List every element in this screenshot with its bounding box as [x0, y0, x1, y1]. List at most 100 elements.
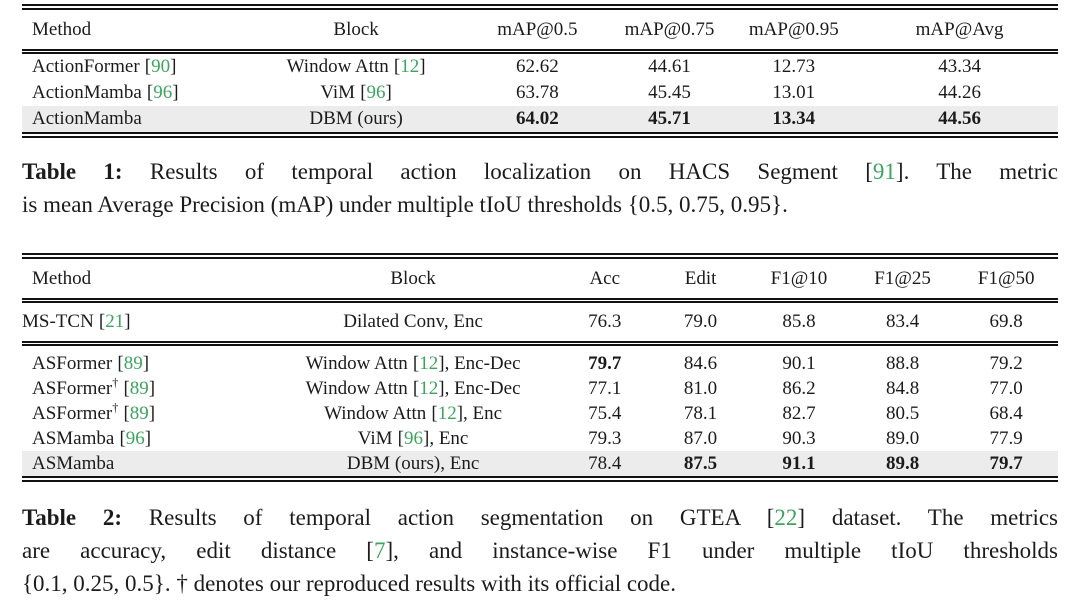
table-row: ASFormer89 Window Attn12, Enc-Dec 79.7 8…: [22, 344, 1058, 377]
header-cell-f1-10: F1@10: [747, 253, 851, 303]
header-cell-mapavg: mAP@Avg: [861, 4, 1058, 54]
value-cell: 77.0: [989, 378, 1023, 399]
block-suffix: , Enc: [463, 403, 503, 424]
method-cell: ASMamba96: [22, 426, 271, 451]
block-cell: ViM96, Enc: [271, 426, 556, 451]
header-cell-edit: Edit: [653, 253, 748, 303]
block-name: DBM (ours): [309, 108, 403, 129]
value-cell: 77.9: [989, 428, 1023, 449]
citation-link[interactable]: 96: [360, 82, 392, 103]
block-cell: Window Attn12, Enc: [271, 401, 556, 426]
value-cell: 86.2: [782, 378, 816, 399]
method-cell: ASFormer89: [22, 344, 271, 377]
value-cell: 89.0: [885, 428, 920, 449]
table-row-highlighted: ASMamba DBM (ours), Enc 78.4 87.5 91.1 8…: [22, 451, 1058, 482]
caption-text: . The metric: [903, 159, 1058, 184]
method-name: MS-TCN: [22, 311, 94, 332]
citation-link[interactable]: 89: [117, 353, 149, 374]
caption-text: Results of temporal action segmentation …: [122, 505, 767, 530]
value-cell: 91.1: [747, 451, 851, 482]
table-row: ASFormer† 89 Window Attn12, Enc 75.4 78.1…: [22, 401, 1058, 426]
block-cell: DBM (ours): [249, 106, 463, 138]
citation-link[interactable]: 7: [366, 538, 393, 563]
value-cell: 87.0: [683, 428, 718, 449]
caption-line: are accuracy, edit distance 7, and insta…: [22, 534, 1058, 567]
dagger-mark: †: [112, 376, 119, 390]
citation-link[interactable]: 22: [767, 505, 805, 530]
value-cell: 13.34: [726, 106, 862, 138]
value-cell: 79.0: [653, 300, 748, 346]
caption-text: are accuracy, edit distance: [22, 538, 367, 563]
dagger-mark: †: [112, 401, 119, 415]
value-cell: 82.7: [782, 403, 816, 424]
table2-caption: Table 2: Results of temporal action segm…: [22, 501, 1058, 600]
value-cell: 87.5: [653, 451, 748, 482]
citation-link[interactable]: 12: [413, 353, 445, 374]
citation-link[interactable]: 90: [145, 56, 177, 77]
table-row: ActionMamba96 ViM96 63.78 45.45 13.01 44…: [22, 80, 1058, 106]
block-cell: DBM (ours), Enc: [270, 451, 556, 482]
method-cell: ActionMamba96: [22, 80, 250, 106]
value-cell: 44.61: [648, 56, 691, 77]
method-name: ActionFormer: [32, 56, 140, 77]
value-cell: 79.3: [588, 428, 622, 449]
method-name: ActionMamba: [32, 108, 142, 129]
method-cell: ASFormer† 89: [22, 401, 271, 426]
method-name: ASFormer: [32, 403, 113, 424]
block-cell: Window Attn12, Enc-Dec: [271, 376, 556, 401]
citation-link[interactable]: 91: [865, 159, 903, 184]
value-cell: 68.4: [989, 403, 1023, 424]
value-cell: 83.4: [850, 300, 955, 346]
block-suffix: , Enc-Dec: [444, 378, 521, 399]
citation-link[interactable]: 89: [123, 403, 155, 424]
citation-link[interactable]: 96: [398, 428, 430, 449]
block-suffix: , Enc-Dec: [444, 353, 521, 374]
value-cell: 62.62: [516, 56, 559, 77]
value-cell: 79.7: [954, 451, 1058, 482]
header-cell-block: Block: [270, 253, 556, 303]
value-cell: 79.2: [989, 353, 1023, 374]
value-cell: 77.1: [588, 378, 622, 399]
caption-text: dataset. The metrics: [805, 505, 1058, 530]
block-name: Window Attn: [305, 353, 408, 374]
block-suffix: , Enc: [429, 428, 469, 449]
citation-link[interactable]: 89: [123, 378, 155, 399]
citation-link[interactable]: 12: [394, 56, 426, 77]
caption-line: Table 2: Results of temporal action segm…: [22, 501, 1058, 534]
header-cell-acc: Acc: [555, 253, 654, 303]
header-cell-f1-50: F1@50: [954, 253, 1058, 303]
value-cell: 79.7: [588, 353, 622, 374]
value-cell: 45.71: [612, 106, 727, 138]
value-cell: 85.8: [747, 300, 851, 346]
caption-text: , and instance-wise F1 under multiple tI…: [393, 538, 1058, 563]
method-name: ASFormer: [32, 378, 113, 399]
citation-link[interactable]: 12: [413, 378, 445, 399]
block-cell: Window Attn12: [250, 52, 462, 81]
header-cell-block: Block: [249, 4, 463, 54]
value-cell: 88.8: [885, 353, 920, 374]
method-name: ActionMamba: [32, 82, 142, 103]
citation-link[interactable]: 21: [99, 311, 131, 332]
citation-link[interactable]: 96: [147, 82, 179, 103]
header-cell-f1-25: F1@25: [850, 253, 955, 303]
caption-line: {0.1, 0.25, 0.5}. † denotes our reproduc…: [22, 567, 1058, 600]
method-cell: ActionMamba: [22, 106, 250, 138]
table-row: ASFormer†89 Window Attn12, Enc-Dec 77.1 …: [22, 376, 1058, 401]
block-name: Window Attn: [305, 378, 408, 399]
method-name: ASMamba: [32, 453, 115, 474]
table1-header-row: Method Block mAP@0.5 mAP@0.75 mAP@0.95 m…: [22, 4, 1058, 54]
value-cell: 78.1: [683, 403, 718, 424]
header-cell-map095: mAP@0.95: [726, 4, 862, 54]
block-name: ViM: [320, 82, 356, 103]
citation-link[interactable]: 96: [119, 428, 151, 449]
value-cell: 43.34: [938, 56, 981, 77]
block-name: DBM (ours), Enc: [346, 453, 480, 474]
table1-caption: Table 1: Results of temporal action loca…: [22, 155, 1058, 221]
value-cell: 84.8: [885, 378, 920, 399]
value-cell: 44.56: [861, 106, 1058, 138]
value-cell: 45.45: [648, 82, 691, 103]
caption-text: Results of temporal action localization …: [122, 159, 866, 184]
citation-link[interactable]: 12: [431, 403, 463, 424]
value-cell: 13.01: [772, 82, 816, 103]
method-cell: ASFormer† 89: [22, 376, 271, 401]
